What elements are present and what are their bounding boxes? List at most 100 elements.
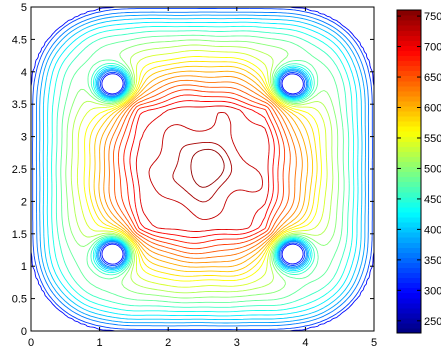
colorbar-cell bbox=[397, 287, 421, 294]
colorbar-tick-label: 600 bbox=[424, 103, 441, 115]
colorbar-cell bbox=[397, 322, 421, 329]
colorbar-cell bbox=[397, 262, 421, 268]
x-tick-label: 4 bbox=[302, 337, 308, 349]
colorbar-cell bbox=[397, 136, 421, 142]
colorbar-cell bbox=[397, 242, 421, 248]
colorbar-cell bbox=[397, 110, 421, 117]
colorbar-cell bbox=[397, 186, 421, 193]
y-tick-label: 0 bbox=[21, 326, 27, 338]
colorbar-cell bbox=[397, 146, 421, 152]
y-tick-label: 4 bbox=[21, 67, 27, 79]
colorbar-cell bbox=[397, 126, 421, 132]
colorbar-cell bbox=[397, 277, 421, 284]
colorbar-cell bbox=[397, 196, 421, 203]
colorbar-cell bbox=[397, 131, 421, 137]
colorbar-tick-label: 350 bbox=[424, 255, 441, 267]
y-tick-label: 5 bbox=[21, 2, 27, 14]
contour-level-22 bbox=[135, 105, 270, 232]
contour-level-15 bbox=[98, 70, 309, 268]
colorbar-cell bbox=[397, 181, 421, 188]
colorbar-cell bbox=[397, 206, 421, 213]
colorbar-cell bbox=[397, 75, 421, 82]
colorbar-cell bbox=[397, 216, 421, 223]
colorbar-frame bbox=[396, 9, 422, 334]
colorbar-cell bbox=[397, 105, 421, 112]
contour-level-1 bbox=[32, 8, 373, 330]
colorbar-cell bbox=[397, 252, 421, 258]
x-tick-label: 5 bbox=[371, 337, 377, 349]
colorbar-cell bbox=[397, 237, 421, 243]
colorbar-cell bbox=[397, 307, 421, 314]
colorbar-cell bbox=[397, 25, 421, 31]
contour-level-14 bbox=[93, 65, 314, 273]
colorbar-cell bbox=[397, 221, 421, 228]
colorbar-cell bbox=[397, 317, 421, 324]
colorbar-cell bbox=[397, 151, 421, 157]
y-tick-label: 3.5 bbox=[12, 99, 27, 111]
colorbar-cell bbox=[397, 161, 421, 168]
colorbar-cell bbox=[397, 45, 421, 51]
contour-level-24 bbox=[172, 141, 233, 203]
contour-level-3 bbox=[39, 14, 366, 324]
contour-level-8 bbox=[60, 34, 345, 304]
x-axis-ticks: 0 1 2 3 4 5 bbox=[28, 7, 377, 349]
colorbar-cell bbox=[397, 100, 421, 107]
contour-level-0 bbox=[30, 6, 375, 332]
colorbar-cell bbox=[397, 156, 421, 163]
colorbar-cell bbox=[397, 95, 421, 102]
colorbar-cell bbox=[397, 35, 421, 41]
contour-level-12 bbox=[83, 56, 322, 282]
colorbar-cell bbox=[397, 297, 421, 304]
colorbar-cell bbox=[397, 30, 421, 36]
colorbar-cell bbox=[397, 267, 421, 274]
colorbar-cell bbox=[397, 272, 421, 279]
colorbar-cell bbox=[397, 232, 421, 238]
contour-level-4 bbox=[42, 18, 363, 321]
colorbar-tick-label: 400 bbox=[424, 224, 441, 236]
colorbar-cell bbox=[397, 10, 421, 16]
x-tick-label: 0 bbox=[28, 337, 34, 349]
colorbar-tick-label: 250 bbox=[424, 316, 441, 328]
y-tick-label: 1.5 bbox=[12, 229, 27, 241]
contour-level-2 bbox=[35, 11, 370, 327]
y-tick-label: 1 bbox=[21, 261, 27, 273]
colorbar-tick-label: 650 bbox=[424, 72, 441, 84]
colorbar-cell bbox=[397, 201, 421, 208]
colorbar-tick-label: 750 bbox=[424, 11, 441, 23]
y-tick-label: 4.5 bbox=[12, 34, 27, 46]
colorbar-cell bbox=[397, 60, 421, 67]
contour-level-23 bbox=[148, 111, 263, 221]
colorbar-cell bbox=[397, 176, 421, 183]
colorbar-cell bbox=[397, 312, 421, 319]
contour-level-13 bbox=[88, 60, 318, 277]
colorbar-cell bbox=[397, 80, 421, 87]
colorbar-cell bbox=[397, 282, 421, 289]
contour-level-10 bbox=[70, 44, 334, 294]
contour-lines bbox=[30, 6, 375, 332]
colorbar-cell bbox=[397, 327, 421, 334]
colorbar-cell bbox=[397, 50, 421, 57]
contour-level-25 bbox=[190, 148, 225, 188]
colorbar-cell bbox=[397, 20, 421, 26]
colorbar-cell bbox=[397, 166, 421, 173]
colorbar-cell bbox=[397, 227, 421, 233]
colorbar-tick-label: 700 bbox=[424, 42, 441, 54]
x-tick-label: 3 bbox=[234, 337, 240, 349]
x-tick-label: 1 bbox=[97, 337, 103, 349]
colorbar-cell bbox=[397, 211, 421, 218]
contour-level-18 bbox=[113, 84, 291, 255]
colorbar-cell bbox=[397, 191, 421, 198]
colorbar-tick-label: 300 bbox=[424, 285, 441, 297]
colorbar-cell bbox=[397, 115, 421, 122]
colorbar-cell bbox=[397, 292, 421, 299]
contour-level-9 bbox=[65, 39, 340, 299]
colorbar-cell bbox=[397, 15, 421, 21]
contour-level-17 bbox=[108, 79, 297, 259]
contour-level-19 bbox=[117, 89, 286, 250]
colorbar-cell bbox=[397, 70, 421, 77]
contour-level-16 bbox=[103, 75, 303, 264]
contour-level-11 bbox=[76, 50, 328, 288]
colorbar-tick-label: 500 bbox=[424, 163, 441, 175]
colorbar-tick-label: 550 bbox=[424, 133, 441, 145]
